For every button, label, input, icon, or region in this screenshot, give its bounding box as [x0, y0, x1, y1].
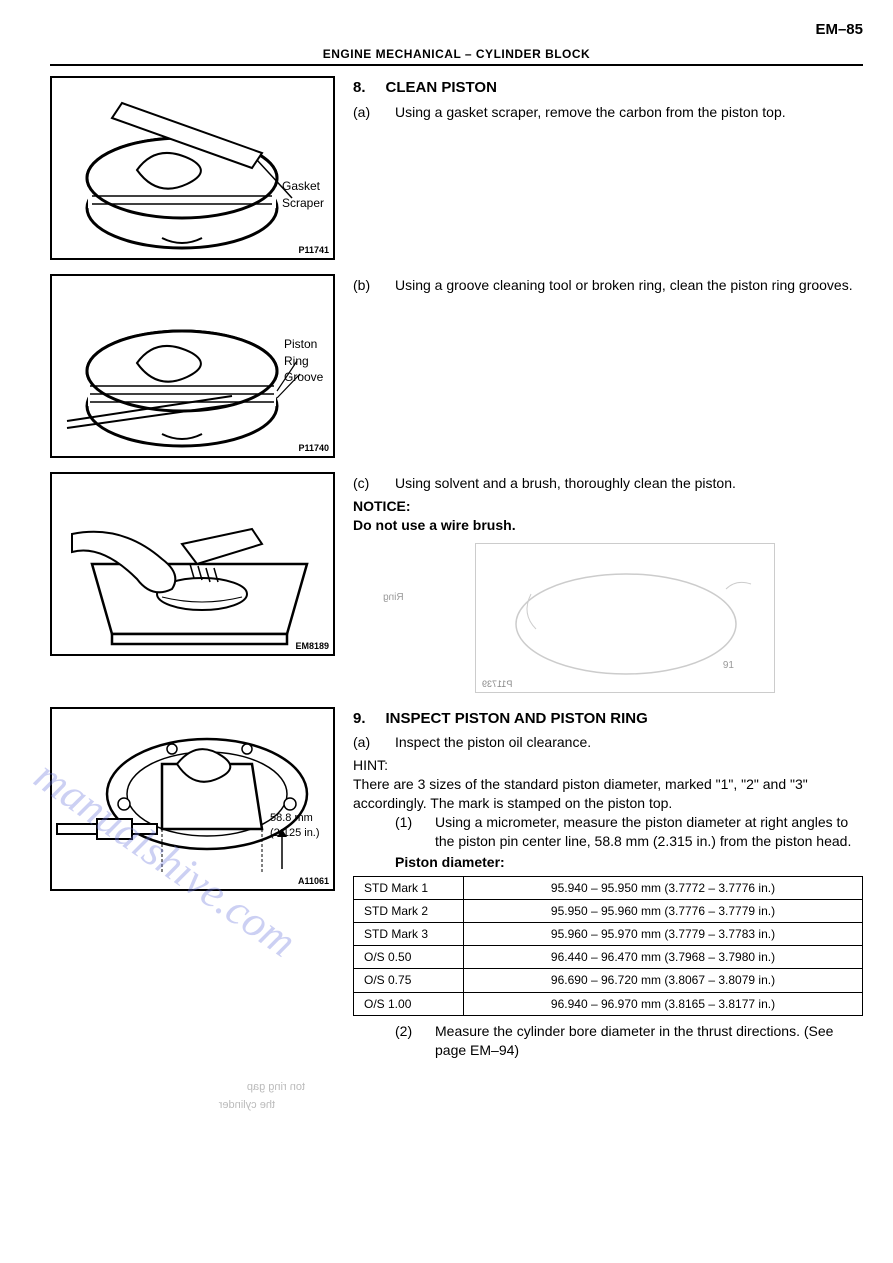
table-row: O/S 1.0096.940 – 96.970 mm (3.8165 – 3.8…: [354, 992, 863, 1015]
substep-text: Using solvent and a brush, thoroughly cl…: [395, 474, 736, 493]
table-row: O/S 0.7596.690 – 96.720 mm (3.8067 – 3.8…: [354, 969, 863, 992]
text-step-8a: 8. CLEAN PISTON (a) Using a gasket scrap…: [353, 76, 863, 125]
table-cell: 96.690 – 96.720 mm (3.8067 – 3.8079 in.): [464, 969, 863, 992]
step-title: CLEAN PISTON: [386, 78, 497, 98]
table-row: STD Mark 395.960 – 95.970 mm (3.7779 – 3…: [354, 922, 863, 945]
hint-label: HINT:: [353, 756, 863, 775]
substep-text: Inspect the piston oil clearance.: [395, 733, 591, 752]
header-bar: ENGINE MECHANICAL – CYLINDER BLOCK: [50, 46, 863, 66]
figure-id: EM8189: [295, 640, 329, 652]
subsub-marker: (1): [395, 813, 421, 851]
ghost-number: 91: [723, 659, 734, 673]
figure-label: Gasket Scraper: [282, 178, 324, 210]
row-step-8b: Piston Ring Groove P11740 (b) Using a gr…: [50, 274, 863, 458]
artifact-text: ton ring gap: [50, 1080, 335, 1095]
table-cell: O/S 1.00: [354, 992, 464, 1015]
hint-text: There are 3 sizes of the standard piston…: [353, 775, 863, 813]
label-piston: Piston: [284, 337, 317, 351]
text-step-8b: (b) Using a groove cleaning tool or brok…: [353, 274, 863, 299]
figure-dimension: 58.8 mm (2.125 in.): [270, 811, 320, 841]
step-number: 9.: [353, 709, 366, 729]
table-cell: STD Mark 1: [354, 876, 464, 899]
table-cell: 95.940 – 95.950 mm (3.7772 – 3.7776 in.): [464, 876, 863, 899]
figure-label: Piston Ring Groove: [284, 336, 323, 385]
artifact-text: the cylinder: [50, 1098, 335, 1113]
substep-text: Using a groove cleaning tool or broken r…: [395, 276, 853, 295]
table-cell: O/S 0.50: [354, 946, 464, 969]
figure-gasket-scraper: Gasket Scraper P11741: [50, 76, 335, 260]
text-step-9: 9. INSPECT PISTON AND PISTON RING (a) In…: [353, 707, 863, 1061]
row-step-9: manualshive.com 58.8 mm (2.125 in.): [50, 707, 863, 1061]
table-cell: O/S 0.75: [354, 969, 464, 992]
table-title: Piston diameter:: [395, 853, 863, 872]
substep-marker: (c): [353, 474, 377, 493]
artifact-block: ton ring gap the cylinder: [50, 1076, 335, 1114]
table-row: STD Mark 195.940 – 95.950 mm (3.7772 – 3…: [354, 876, 863, 899]
substep-text: Using a gasket scraper, remove the carbo…: [395, 103, 786, 122]
ghost-id: P11739: [482, 678, 512, 690]
table-cell: STD Mark 2: [354, 899, 464, 922]
dim-value-in: (2.125 in.): [270, 827, 320, 839]
text-step-8c: (c) Using solvent and a brush, thoroughl…: [353, 472, 863, 693]
figure-id: P11741: [298, 244, 329, 256]
figure-ring-groove: Piston Ring Groove P11740: [50, 274, 335, 458]
subsub-text: Measure the cylinder bore diameter in th…: [435, 1022, 863, 1060]
figure-id: P11740: [298, 442, 329, 454]
figure-id: A11061: [298, 875, 329, 887]
piston-diameter-table: STD Mark 195.940 – 95.950 mm (3.7772 – 3…: [353, 876, 863, 1016]
notice-label: NOTICE:: [353, 497, 863, 516]
figure-micrometer: manualshive.com 58.8 mm (2.125 in.): [50, 707, 335, 891]
table-cell: 95.950 – 95.960 mm (3.7776 – 3.7779 in.): [464, 899, 863, 922]
row-step-8a: Gasket Scraper P11741 8. CLEAN PISTON (a…: [50, 76, 863, 260]
table-cell: 96.440 – 96.470 mm (3.7968 – 3.7980 in.): [464, 946, 863, 969]
subsub-marker: (2): [395, 1022, 421, 1060]
step-number: 8.: [353, 78, 366, 98]
ghost-figure: 91 P11739: [475, 543, 775, 693]
dim-value: 58.8 mm: [270, 812, 313, 824]
table-cell: STD Mark 3: [354, 922, 464, 945]
table-cell: 96.940 – 96.970 mm (3.8165 – 3.8177 in.): [464, 992, 863, 1015]
step-title: INSPECT PISTON AND PISTON RING: [386, 709, 648, 729]
figure-solvent-brush: EM8189: [50, 472, 335, 656]
label-groove: Groove: [284, 370, 323, 384]
table-row: O/S 0.5096.440 – 96.470 mm (3.7968 – 3.7…: [354, 946, 863, 969]
page-number: EM–85: [50, 20, 863, 40]
substep-marker: (a): [353, 103, 377, 122]
page-content: Gasket Scraper P11741 8. CLEAN PISTON (a…: [50, 76, 863, 1113]
table-row: STD Mark 295.950 – 95.960 mm (3.7776 – 3…: [354, 899, 863, 922]
row-step-8c: EM8189 (c) Using solvent and a brush, th…: [50, 472, 863, 693]
label-scraper: Scraper: [282, 196, 324, 210]
substep-marker: (a): [353, 733, 377, 752]
substep-marker: (b): [353, 276, 377, 295]
table-cell: 95.960 – 95.970 mm (3.7779 – 3.7783 in.): [464, 922, 863, 945]
subsub-text: Using a micrometer, measure the piston d…: [435, 813, 863, 851]
notice-text: Do not use a wire brush.: [353, 516, 863, 535]
label-ring: Ring: [284, 354, 309, 368]
label-gasket: Gasket: [282, 179, 320, 193]
ghost-label: Ring: [383, 591, 404, 605]
